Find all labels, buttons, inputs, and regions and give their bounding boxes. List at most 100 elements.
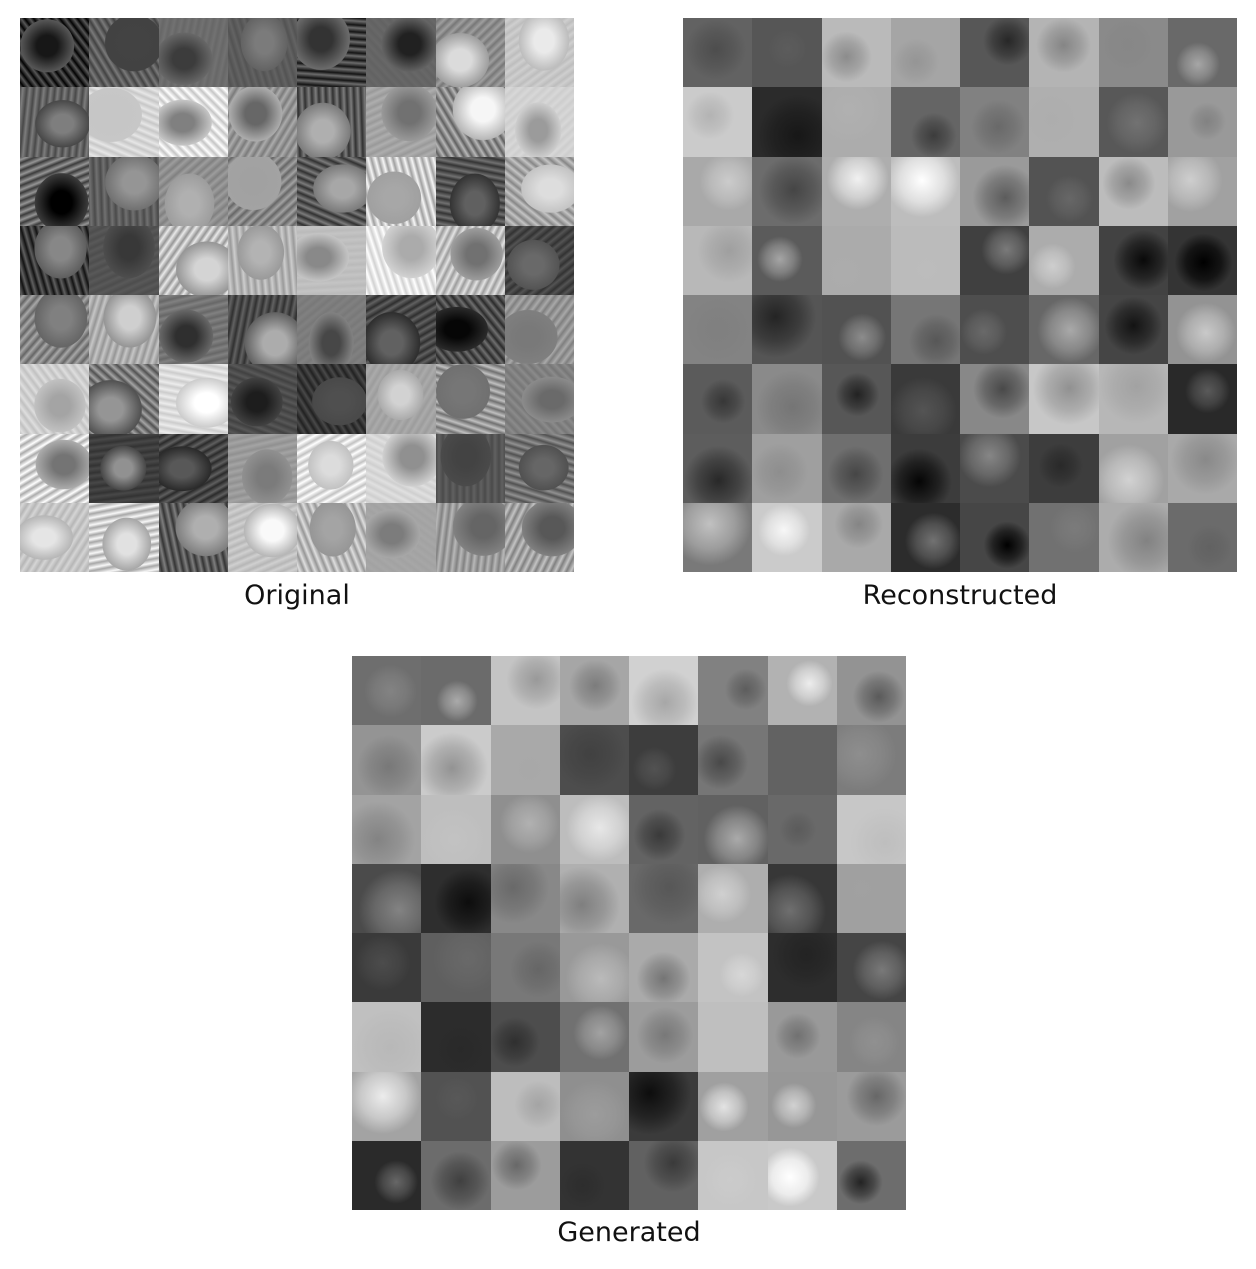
image-tile: [836, 1071, 906, 1141]
image-tile: [629, 1071, 699, 1141]
image-tile: [890, 295, 960, 365]
original-caption: Original: [244, 580, 350, 611]
image-tile: [421, 1002, 491, 1072]
image-tile: [20, 18, 90, 88]
image-tile: [698, 863, 768, 933]
image-tile: [352, 1140, 422, 1210]
image-tile: [1098, 295, 1168, 365]
image-tile: [1098, 87, 1168, 157]
image-tile: [836, 1140, 906, 1210]
image-tile: [683, 225, 753, 295]
image-tile: [20, 87, 90, 157]
image-tile: [435, 364, 505, 434]
image-tile: [1167, 364, 1237, 434]
image-tile: [297, 433, 367, 503]
image-tile: [435, 502, 505, 572]
image-tile: [1167, 502, 1237, 572]
image-tile: [752, 433, 822, 503]
image-tile: [683, 295, 753, 365]
image-tile: [767, 933, 837, 1003]
image-tile: [227, 502, 297, 572]
image-tile: [490, 1071, 560, 1141]
image-tile: [629, 794, 699, 864]
generated-image-grid: [352, 656, 906, 1210]
image-tile: [629, 863, 699, 933]
image-tile: [1098, 502, 1168, 572]
image-tile: [767, 656, 837, 726]
image-tile: [752, 502, 822, 572]
image-tile: [767, 794, 837, 864]
image-tile: [698, 933, 768, 1003]
image-tile: [629, 1140, 699, 1210]
image-tile: [960, 364, 1030, 434]
image-tile: [960, 225, 1030, 295]
image-tile: [158, 364, 228, 434]
image-tile: [559, 656, 629, 726]
reconstructed-caption: Reconstructed: [862, 580, 1058, 611]
image-tile: [960, 295, 1030, 365]
reconstructed-image-grid: [683, 18, 1237, 572]
image-tile: [698, 656, 768, 726]
image-tile: [435, 18, 505, 88]
image-tile: [435, 156, 505, 226]
image-tile: [629, 725, 699, 795]
image-tile: [890, 156, 960, 226]
image-tile: [683, 87, 753, 157]
image-tile: [297, 502, 367, 572]
image-tile: [821, 295, 891, 365]
image-tile: [20, 364, 90, 434]
image-tile: [1098, 156, 1168, 226]
image-tile: [158, 225, 228, 295]
image-tile: [683, 433, 753, 503]
image-tile: [836, 863, 906, 933]
image-tile: [1167, 18, 1237, 88]
image-tile: [352, 933, 422, 1003]
image-tile: [366, 295, 436, 365]
image-tile: [490, 863, 560, 933]
image-tile: [158, 18, 228, 88]
image-tile: [559, 1002, 629, 1072]
image-tile: [421, 863, 491, 933]
image-tile: [20, 433, 90, 503]
image-tile: [158, 295, 228, 365]
image-tile: [698, 1002, 768, 1072]
image-tile: [421, 1140, 491, 1210]
image-tile: [821, 18, 891, 88]
image-tile: [890, 87, 960, 157]
image-tile: [1167, 295, 1237, 365]
image-tile: [960, 156, 1030, 226]
image-tile: [767, 1071, 837, 1141]
image-tile: [629, 656, 699, 726]
image-tile: [559, 1071, 629, 1141]
image-tile: [821, 364, 891, 434]
image-tile: [1029, 87, 1099, 157]
image-tile: [227, 433, 297, 503]
image-tile: [559, 725, 629, 795]
image-tile: [752, 364, 822, 434]
image-tile: [227, 18, 297, 88]
image-tile: [752, 225, 822, 295]
image-tile: [1167, 87, 1237, 157]
image-tile: [504, 225, 574, 295]
image-tile: [504, 87, 574, 157]
image-tile: [752, 295, 822, 365]
image-tile: [89, 18, 159, 88]
image-tile: [890, 502, 960, 572]
image-tile: [158, 502, 228, 572]
image-tile: [1029, 156, 1099, 226]
image-tile: [1029, 295, 1099, 365]
image-tile: [158, 87, 228, 157]
image-tile: [821, 433, 891, 503]
image-tile: [490, 933, 560, 1003]
image-tile: [629, 1002, 699, 1072]
image-tile: [504, 295, 574, 365]
image-tile: [1167, 225, 1237, 295]
image-tile: [421, 794, 491, 864]
image-tile: [352, 863, 422, 933]
image-tile: [158, 433, 228, 503]
image-tile: [698, 725, 768, 795]
image-tile: [683, 364, 753, 434]
image-tile: [698, 1071, 768, 1141]
image-tile: [20, 502, 90, 572]
image-tile: [435, 225, 505, 295]
